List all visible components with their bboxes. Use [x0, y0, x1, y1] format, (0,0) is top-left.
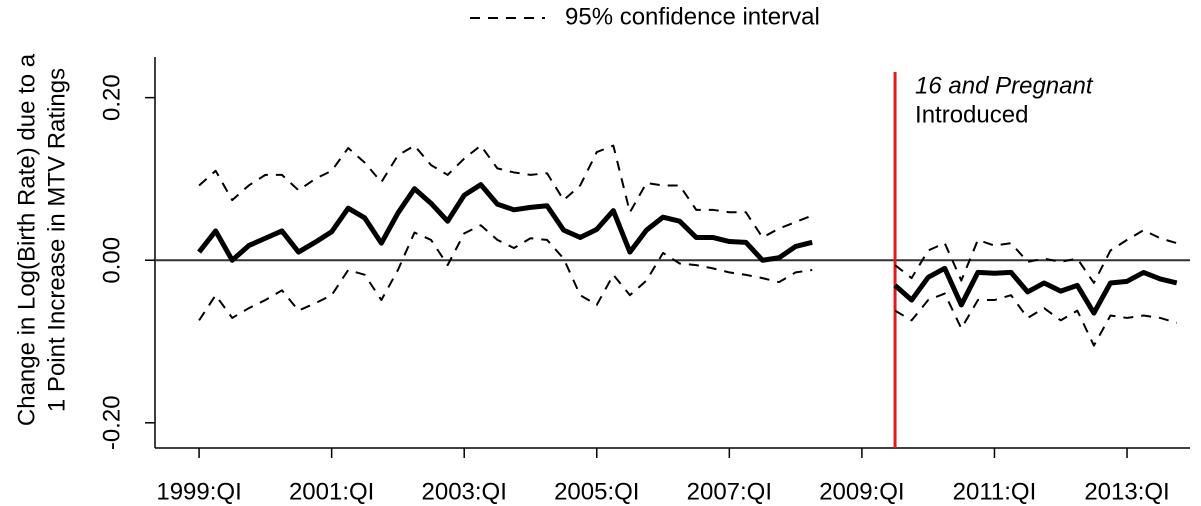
x-tick-label: 2007:QI — [687, 478, 772, 505]
y-tick-label: -0.20 — [98, 395, 125, 450]
ci-upper-line — [198, 144, 1178, 284]
y-axis-label: 1 Point Increase in MTV Ratings — [43, 68, 70, 412]
legend-label: 95% confidence interval — [565, 3, 820, 30]
x-tick-label: 2003:QI — [422, 478, 507, 505]
event-label: Introduced — [915, 101, 1028, 128]
estimate-line — [197, 182, 1178, 316]
y-tick-label: 0.20 — [98, 74, 125, 121]
y-axis-label: Change in Log(Birth Rate) due to a — [13, 53, 40, 426]
x-tick-label: 2001:QI — [289, 478, 374, 505]
y-tick-label: 0.00 — [98, 237, 125, 284]
x-tick-label: 1999:QI — [156, 478, 241, 505]
x-tick-label: 2011:QI — [953, 478, 1037, 505]
event-label: 16 and Pregnant — [915, 72, 1094, 99]
ci-lower-line — [198, 224, 1178, 347]
x-tick-label: 2009:QI — [819, 478, 904, 505]
x-tick-label: 2005:QI — [554, 478, 639, 505]
x-tick-label: 2013:QI — [1084, 478, 1169, 505]
